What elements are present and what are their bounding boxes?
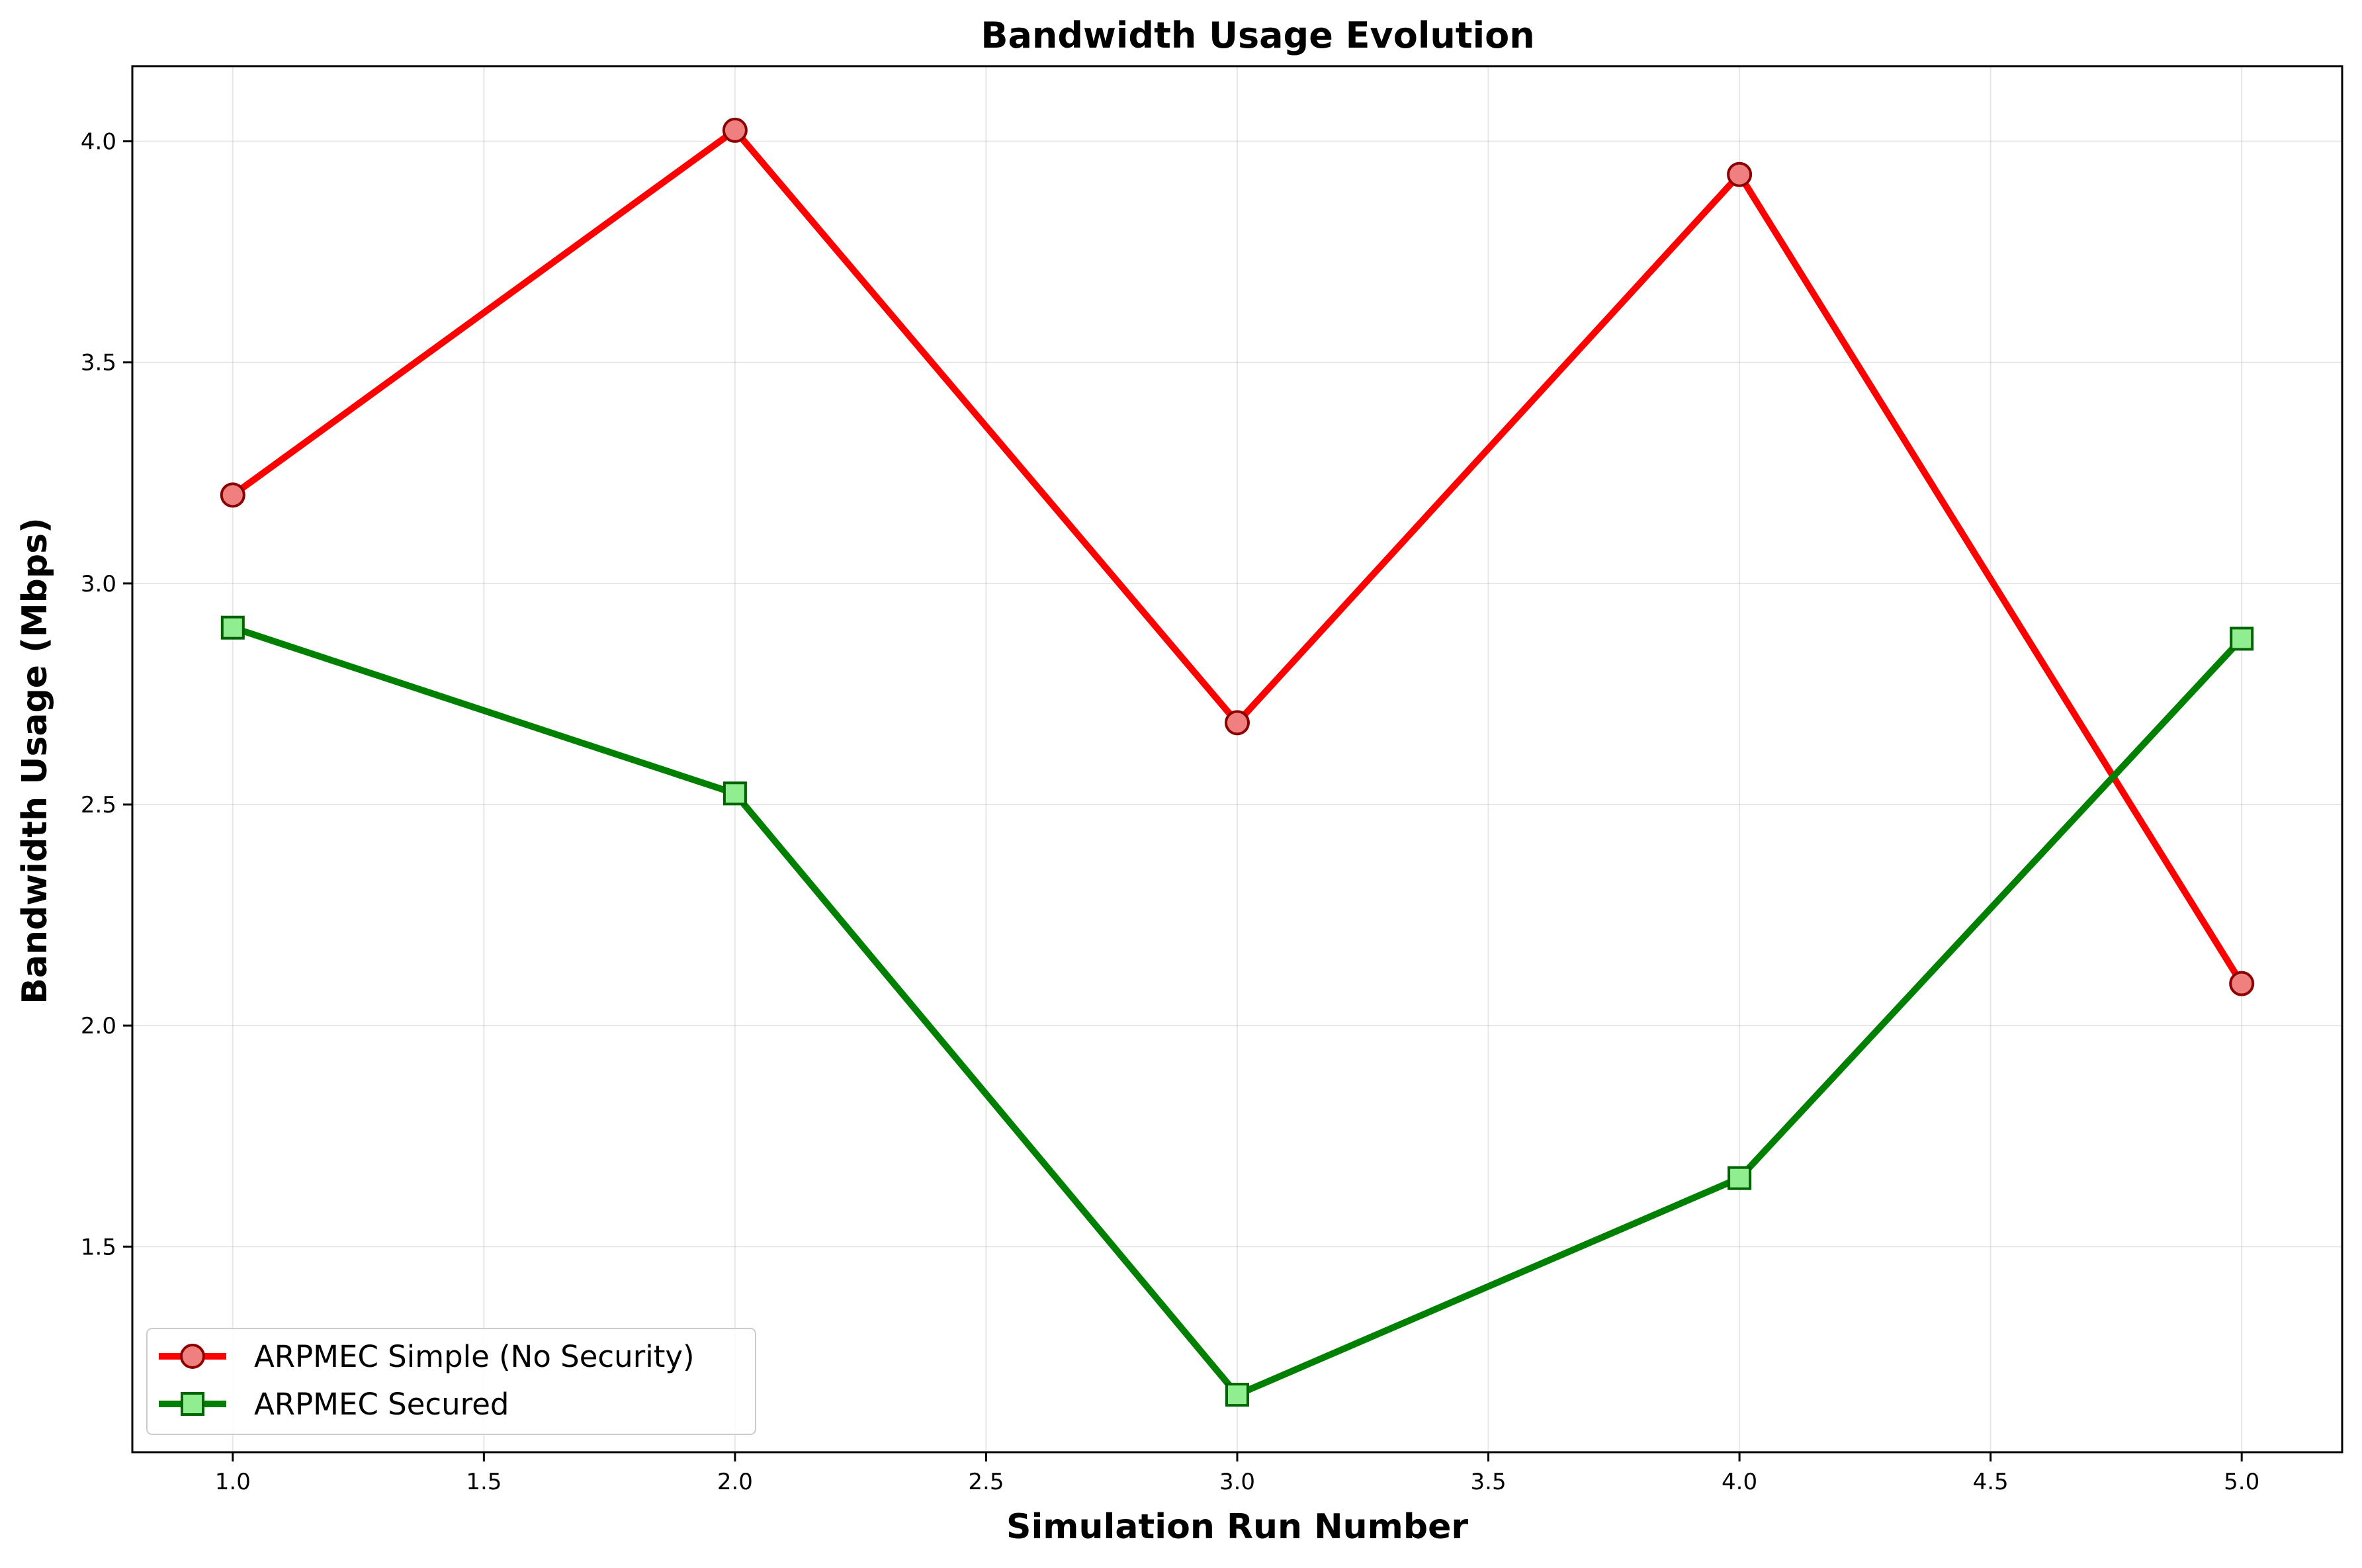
data-point-secured — [1728, 1166, 1752, 1190]
legend-marker-simple — [180, 1344, 205, 1369]
series-layer — [220, 117, 2255, 1407]
series-secured — [220, 615, 2254, 1407]
data-point-secured — [1225, 1383, 1249, 1407]
x-tick-label: 1.0 — [215, 1469, 251, 1495]
data-point-secured — [722, 781, 747, 806]
data-point-simple — [2229, 971, 2255, 996]
chart-title: Bandwidth Usage Evolution — [981, 15, 1534, 56]
legend-item-secured: ARPMEC Secured — [159, 1387, 509, 1422]
data-point-simple — [1225, 710, 1250, 736]
series-simple — [220, 117, 2255, 996]
data-point-secured — [220, 615, 245, 640]
grid — [132, 66, 2342, 1452]
legend-box — [146, 1328, 756, 1435]
legend-marker-secured — [181, 1392, 204, 1416]
x-tick-label: 4.0 — [1722, 1469, 1757, 1495]
x-axis-title: Simulation Run Number — [1006, 1507, 1468, 1547]
x-tick-label: 2.5 — [968, 1469, 1004, 1495]
y-tick-label: 2.5 — [81, 792, 116, 818]
x-tick-label: 4.5 — [1973, 1469, 2009, 1495]
data-point-simple — [722, 117, 748, 143]
x-tick-label: 5.0 — [2224, 1469, 2259, 1495]
y-tick-label: 2.0 — [81, 1013, 116, 1039]
x-tick-label: 3.5 — [1471, 1469, 1507, 1495]
y-tick-label: 3.0 — [81, 571, 116, 597]
x-tick-label: 1.5 — [466, 1469, 502, 1495]
legend: ARPMEC Simple (No Security) ARPMEC Secure… — [146, 1328, 756, 1435]
legend-label-simple: ARPMEC Simple (No Security) — [254, 1339, 695, 1374]
legend-label-secured: ARPMEC Secured — [254, 1387, 509, 1422]
y-axis-title: Bandwidth Usage (Mbps) — [15, 517, 55, 1004]
y-tick-label: 4.0 — [81, 129, 116, 155]
x-tick-label: 3.0 — [1219, 1469, 1255, 1495]
legend-item-simple: ARPMEC Simple (No Security) — [159, 1339, 695, 1374]
x-tick-label: 2.0 — [717, 1469, 753, 1495]
data-point-secured — [2230, 627, 2254, 651]
axis-ticks: 1.0 1.5 2.0 2.5 3.0 3.5 4.0 4.5 5.0 1.5 2.0 2.5 3.0 3… — [81, 129, 2259, 1495]
y-tick-label: 3.5 — [81, 350, 116, 376]
y-tick-label: 1.5 — [81, 1234, 116, 1260]
data-point-simple — [220, 482, 245, 508]
data-point-simple — [1727, 161, 1753, 187]
